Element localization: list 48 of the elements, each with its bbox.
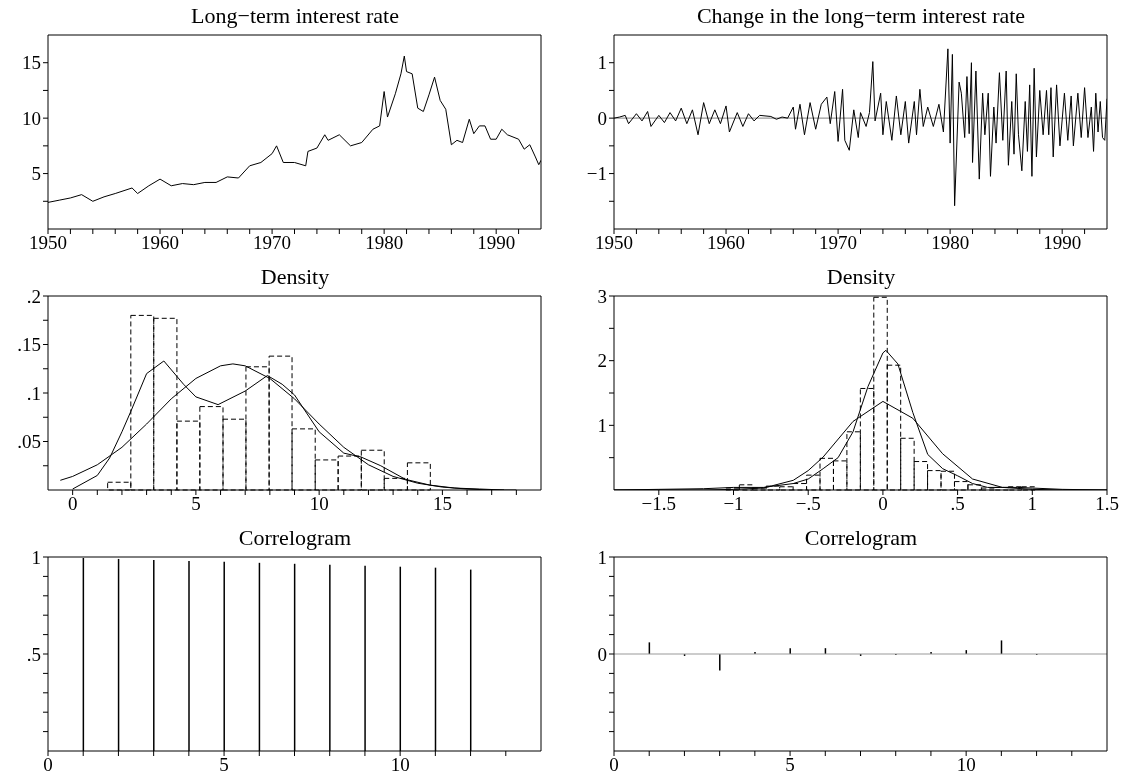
chart-title: Density <box>259 263 331 291</box>
x-tick-label: −.5 <box>795 493 821 515</box>
x-tick-label: 0 <box>67 493 78 515</box>
x-tick-label: 1 <box>1027 493 1038 515</box>
chart-title: Change in the long−term interest rate <box>695 2 1027 30</box>
x-tick-label: 10 <box>390 754 410 776</box>
x-tick-label: 0 <box>878 493 888 515</box>
x-tick-label: 1960 <box>141 232 180 254</box>
y-tick-label: 1 <box>597 546 607 568</box>
x-tick-label: −1.5 <box>641 493 677 515</box>
y-tick-label: 15 <box>22 52 41 74</box>
x-tick-label: 1990 <box>477 232 516 254</box>
y-tick-label: 0 <box>597 107 607 129</box>
y-tick-label: 1 <box>597 415 607 437</box>
x-tick-label: 1970 <box>819 232 858 254</box>
y-tick-label: 1 <box>597 52 607 74</box>
x-tick-label: 1960 <box>707 232 746 254</box>
y-tick-label: 1 <box>31 546 41 568</box>
y-tick-label: .5 <box>26 643 41 665</box>
y-tick-label: .15 <box>17 334 41 356</box>
x-tick-label: 1980 <box>931 232 970 254</box>
y-tick-label: 10 <box>22 107 41 129</box>
y-tick-label: .2 <box>26 285 41 307</box>
x-tick-label: 1950 <box>595 232 633 254</box>
x-tick-label: 5 <box>785 754 795 776</box>
x-tick-label: 1.5 <box>1095 493 1119 515</box>
x-tick-label: 1970 <box>253 232 292 254</box>
x-tick-label: 1950 <box>29 232 67 254</box>
y-tick-label: .1 <box>26 382 41 404</box>
y-tick-label: 5 <box>31 163 41 185</box>
chart-title: Correlogram <box>237 524 353 552</box>
x-tick-label: .5 <box>950 493 965 515</box>
x-tick-label: 5 <box>191 493 201 515</box>
x-tick-label: 5 <box>219 754 229 776</box>
x-tick-label: 10 <box>309 493 329 515</box>
y-tick-label: 2 <box>597 350 607 372</box>
x-tick-label: −1 <box>723 493 744 515</box>
y-tick-label: −1 <box>586 163 607 185</box>
y-tick-label: 3 <box>597 285 607 307</box>
chart-title: Correlogram <box>803 524 919 552</box>
x-tick-label: 15 <box>432 493 452 515</box>
x-tick-label: 1980 <box>365 232 404 254</box>
y-tick-label: .05 <box>17 431 41 453</box>
chart-title: Density <box>825 263 897 291</box>
x-tick-label: 1990 <box>1043 232 1082 254</box>
chart-title: Long−term interest rate <box>190 2 400 30</box>
x-tick-label: 10 <box>956 754 976 776</box>
y-tick-label: 0 <box>597 643 607 665</box>
